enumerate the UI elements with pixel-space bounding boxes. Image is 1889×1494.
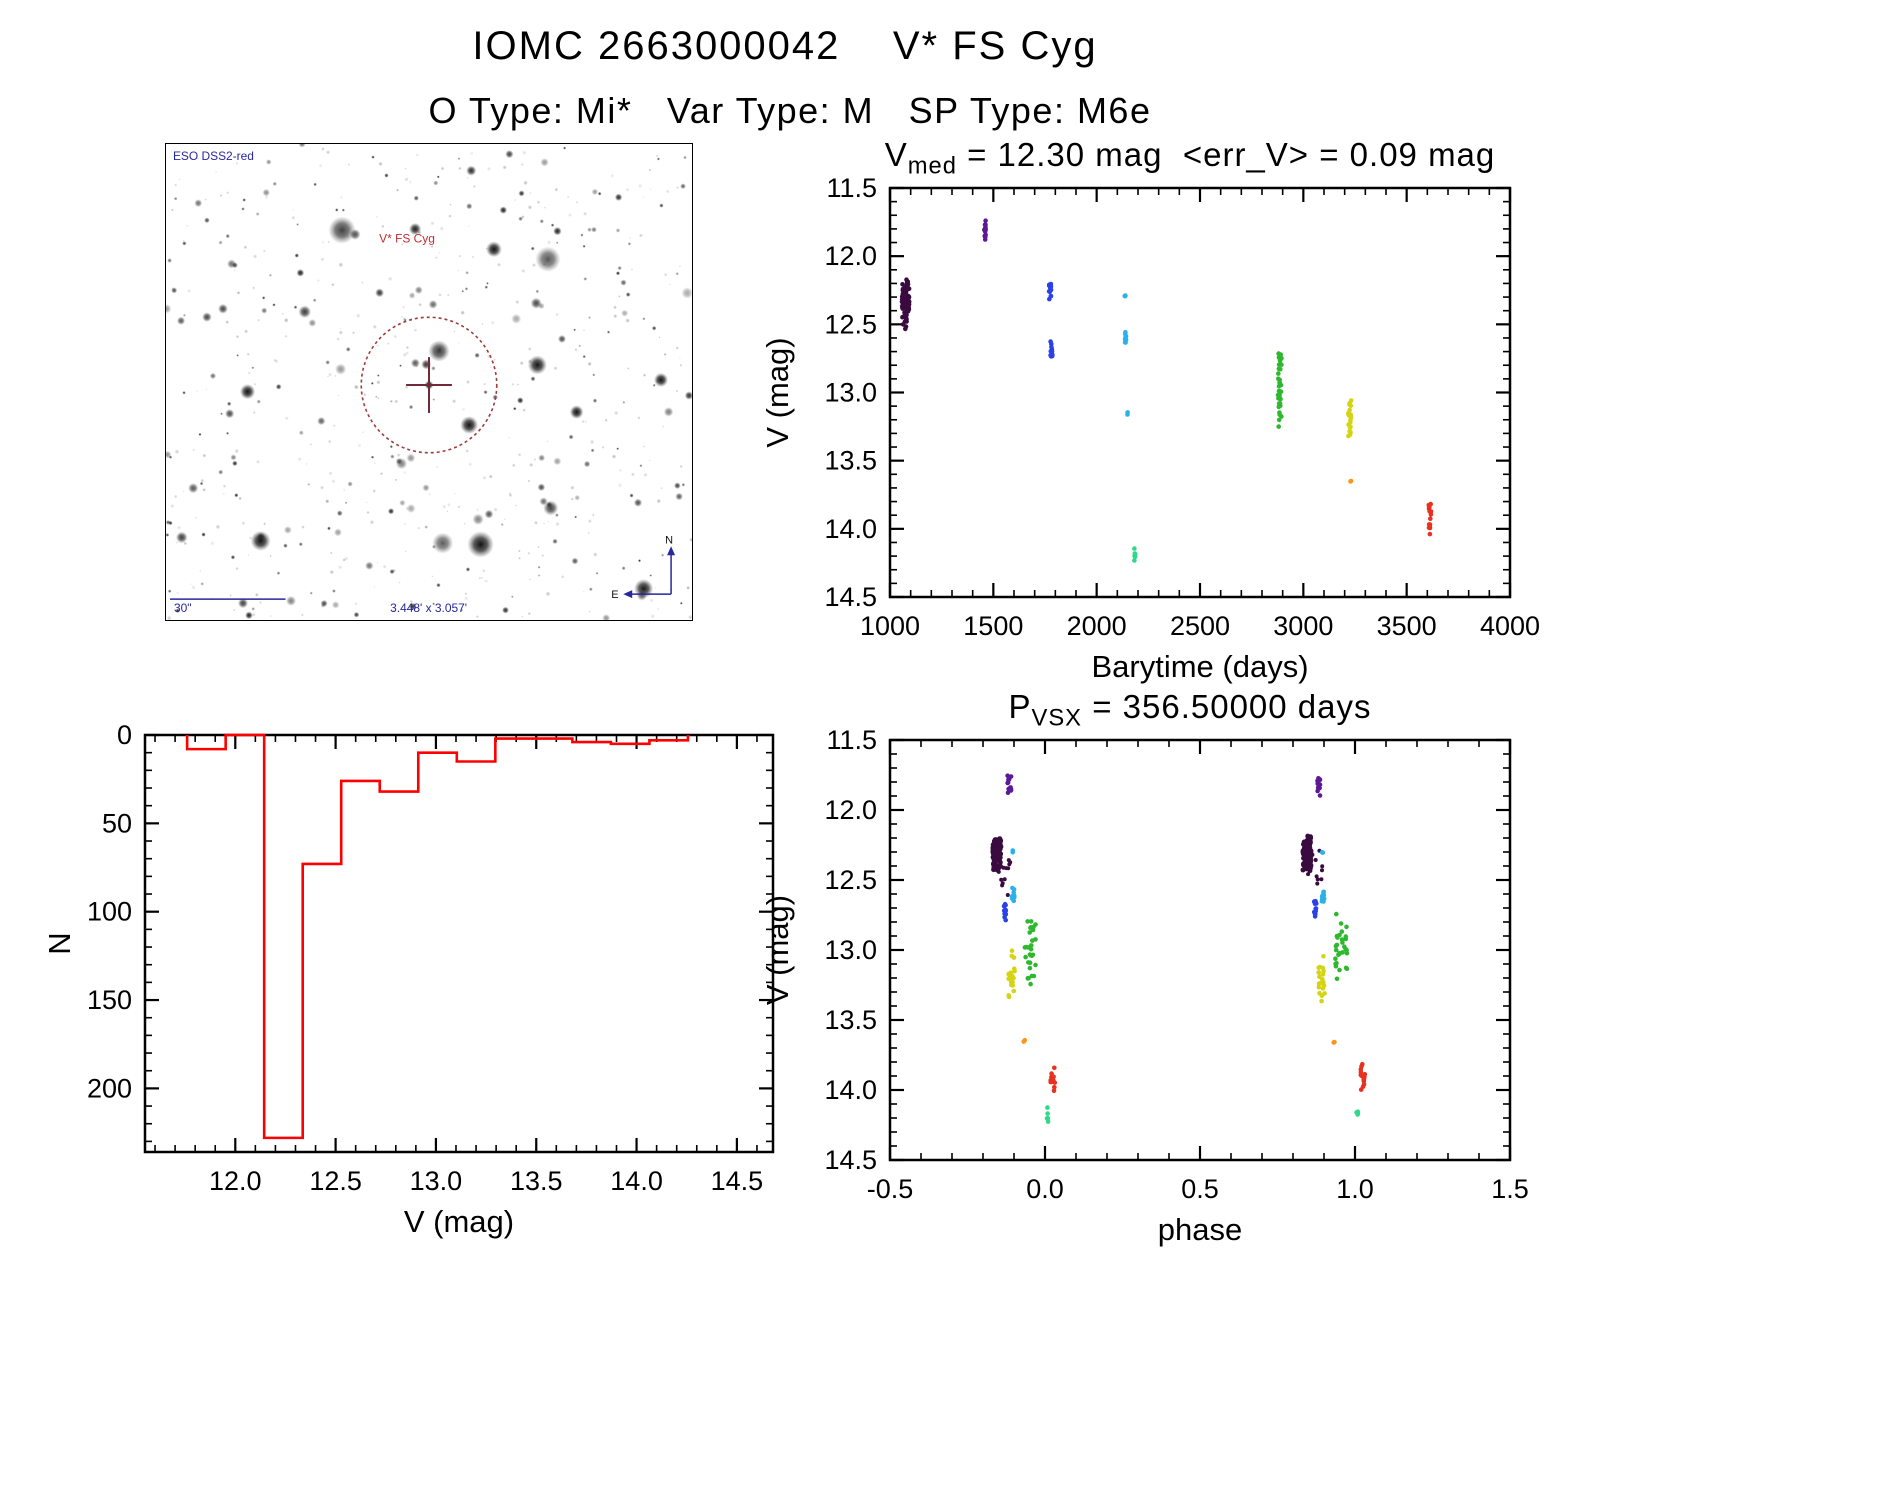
svg-text:14.0: 14.0 bbox=[610, 1166, 663, 1196]
svg-text:N: N bbox=[665, 534, 673, 546]
svg-text:ESO DSS2-red: ESO DSS2-red bbox=[173, 149, 254, 163]
svg-text:V (mag): V (mag) bbox=[404, 1204, 514, 1239]
lightcurve-title-rest: = 12.30 mag <err_V> = 0.09 mag bbox=[956, 136, 1496, 173]
svg-text:11.5: 11.5 bbox=[826, 725, 877, 755]
svg-text:100: 100 bbox=[87, 897, 132, 927]
svg-text:14.0: 14.0 bbox=[824, 514, 877, 544]
svg-text:1500: 1500 bbox=[963, 611, 1023, 641]
svg-text:14.0: 14.0 bbox=[824, 1075, 877, 1105]
svg-text:V* FS Cyg: V* FS Cyg bbox=[379, 232, 435, 246]
page-title: IOMC 2663000042 V* FS Cyg bbox=[472, 24, 1098, 68]
svg-text:13.0: 13.0 bbox=[824, 935, 877, 965]
svg-text:0: 0 bbox=[117, 720, 132, 750]
finder-chart-image: ESO DSS2-red V* FS Cyg 30" 3.448' x 3.057' N… bbox=[166, 144, 692, 620]
lightcurve-title-sub: med bbox=[907, 152, 957, 180]
svg-text:3500: 3500 bbox=[1377, 611, 1437, 641]
svg-text:14.5: 14.5 bbox=[824, 1145, 877, 1175]
finder-chart: ESO DSS2-red V* FS Cyg 30" 3.448' x 3.057' N… bbox=[165, 143, 693, 621]
svg-text:Barytime (days): Barytime (days) bbox=[1091, 649, 1308, 684]
phase-title-prefix: P bbox=[1008, 688, 1032, 725]
svg-text:50: 50 bbox=[102, 808, 132, 838]
svg-text:14.5: 14.5 bbox=[711, 1166, 764, 1196]
lightcurve-plot: 1000 1500 2000 2500 3000 3500 4000 11.5 12.0 12.5… bbox=[760, 173, 1540, 684]
svg-text:12.5: 12.5 bbox=[309, 1166, 362, 1196]
svg-text:4000: 4000 bbox=[1480, 611, 1540, 641]
svg-text:-0.5: -0.5 bbox=[867, 1174, 914, 1204]
phase-title-rest: = 356.50000 days bbox=[1082, 688, 1372, 725]
svg-text:13.5: 13.5 bbox=[824, 1005, 877, 1035]
svg-text:2500: 2500 bbox=[1170, 611, 1230, 641]
svg-text:3.448' x 3.057': 3.448' x 3.057' bbox=[390, 601, 467, 615]
svg-text:1000: 1000 bbox=[860, 611, 920, 641]
svg-text:200: 200 bbox=[87, 1073, 132, 1103]
svg-text:150: 150 bbox=[87, 985, 132, 1015]
svg-text:0.0: 0.0 bbox=[1026, 1174, 1064, 1204]
phase-plot: -0.5 0.0 0.5 1.0 1.5 11.5 12.0 12.5 13.0 13.5 14.0… bbox=[760, 725, 1529, 1247]
svg-text:2000: 2000 bbox=[1067, 611, 1127, 641]
svg-text:30": 30" bbox=[174, 601, 192, 615]
svg-text:V (mag): V (mag) bbox=[760, 337, 795, 447]
svg-text:13.5: 13.5 bbox=[510, 1166, 563, 1196]
svg-text:phase: phase bbox=[1158, 1212, 1242, 1247]
svg-text:1.5: 1.5 bbox=[1491, 1174, 1529, 1204]
svg-text:V (mag): V (mag) bbox=[760, 895, 795, 1005]
phase-title: PVSX = 356.50000 days bbox=[810, 688, 1570, 733]
svg-text:12.5: 12.5 bbox=[824, 309, 877, 339]
svg-text:13.0: 13.0 bbox=[410, 1166, 463, 1196]
lightcurve-title-prefix: V bbox=[884, 136, 908, 173]
svg-text:12.5: 12.5 bbox=[824, 865, 877, 895]
svg-text:12.0: 12.0 bbox=[209, 1166, 262, 1196]
svg-text:12.0: 12.0 bbox=[824, 795, 877, 825]
svg-text:0.5: 0.5 bbox=[1181, 1174, 1219, 1204]
svg-text:14.5: 14.5 bbox=[824, 582, 877, 612]
lightcurve-title: Vmed = 12.30 mag <err_V> = 0.09 mag bbox=[810, 136, 1570, 181]
svg-text:3000: 3000 bbox=[1273, 611, 1333, 641]
page-subtitle: O Type: Mi* Var Type: M SP Type: M6e bbox=[428, 90, 1152, 131]
svg-text:N: N bbox=[42, 932, 77, 954]
histogram-plot: 12.0 12.5 13.0 13.5 14.0 14.5 0 50 100 150 200 V (m… bbox=[42, 720, 775, 1239]
svg-text:E: E bbox=[611, 589, 618, 601]
svg-text:13.0: 13.0 bbox=[824, 378, 877, 408]
svg-text:12.0: 12.0 bbox=[824, 241, 877, 271]
svg-text:11.5: 11.5 bbox=[826, 173, 877, 203]
svg-text:13.5: 13.5 bbox=[824, 446, 877, 476]
phase-title-sub: VSX bbox=[1031, 704, 1083, 732]
svg-text:1.0: 1.0 bbox=[1336, 1174, 1374, 1204]
